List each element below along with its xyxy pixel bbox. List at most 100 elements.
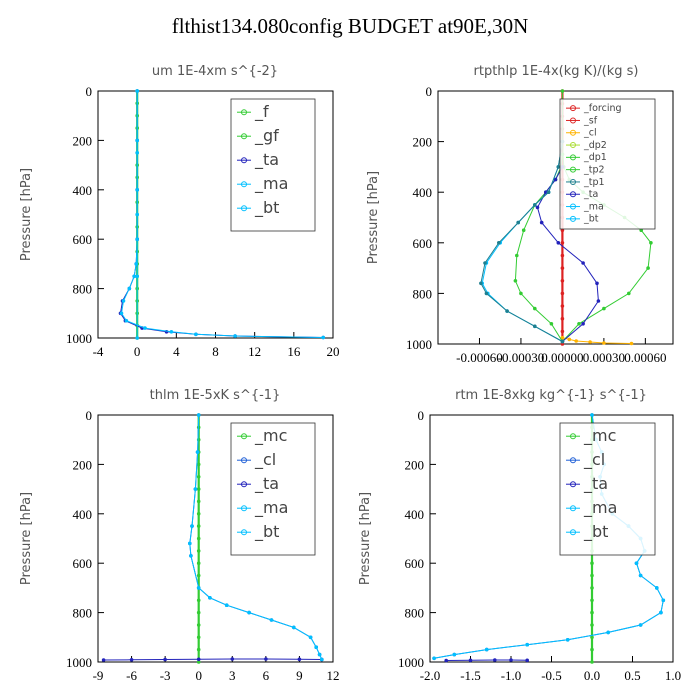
data-point-ma [119,311,124,316]
data-point-tp1 [546,190,551,194]
data-point-tp2 [521,228,526,232]
legend-box [230,98,316,232]
data-point-mc [196,524,201,528]
legend-label: _ta [254,474,279,494]
data-point-ma [143,326,147,330]
legend-label: _tp1 [583,177,605,188]
data-point-ma [292,625,296,630]
data-point-ma [132,274,136,279]
x-tick-label: 0.00030 [583,350,625,365]
x-tick-label: 0 [134,344,141,359]
data-point-cl [560,335,565,340]
data-point-tp1 [556,165,561,169]
panel-1: um 1E-4xm s^{-2}Pressure [hPa]0200400600… [19,64,340,359]
data-point-forcing [560,316,565,321]
data-point-tp1 [479,281,483,286]
legend-label: _bt [254,198,279,218]
x-tick-label: -1.5 [460,668,481,683]
legend-symbol [570,505,576,512]
data-point-tp1 [533,324,537,329]
x-tick-label: 12 [248,344,261,359]
data-point-mc [196,623,201,627]
data-point-ma [321,335,326,340]
data-point-bt [135,89,139,93]
y-tick-label: 0 [418,408,425,423]
data-point-forcing [560,342,565,346]
plot-frame [97,414,334,663]
data-point-ta [595,281,599,286]
y-tick-label: 0 [426,84,433,99]
data-point-ma [659,610,663,615]
data-point-ma [196,413,201,417]
legend-label: _bt [254,522,279,542]
x-tick-label: 3 [229,668,236,683]
data-point-ta [556,241,561,245]
data-point-ma [195,450,200,454]
y-tick-label: 200 [73,133,93,148]
x-tick-label: 0.00060 [624,350,666,365]
data-point-mc [196,512,201,516]
series-line-ma [481,141,563,342]
x-tick-label: -3 [160,668,171,683]
data-point-dp1 [577,322,581,326]
data-point-cl [602,341,606,345]
x-tick-label: 0 [195,668,202,683]
legend-symbol [570,117,576,124]
data-point-ma [565,638,570,642]
data-point-mc [590,635,594,640]
legend-label: _ma [583,201,604,212]
data-point-ma [233,334,237,338]
legend-label: _ta [583,474,608,494]
data-point-ma [317,652,322,657]
data-point-ma [127,286,132,291]
data-point-ma [314,645,319,649]
data-point-ma [208,596,212,600]
x-tick-label: 8 [212,344,219,359]
legend-label: _mc [254,426,287,446]
y-tick-label: 800 [413,286,433,301]
legend-label: _f [254,102,269,122]
legend-label: _cl [583,450,605,470]
data-point-mc [196,475,201,479]
legend-label: _cl [254,450,276,470]
y-tick-label: 1000 [398,655,424,670]
data-point-mc [196,561,201,565]
data-point-tp2 [549,322,554,326]
x-tick-label: -2.0 [420,668,441,683]
data-point-ta [297,657,302,662]
data-point-mc [196,536,201,541]
data-point-ma [590,413,594,417]
data-point-ma [247,610,251,615]
data-point-ma [190,524,194,528]
data-point-ta [101,658,106,662]
legend-symbol [241,481,247,488]
legend-symbol [570,481,576,488]
y-tick-label: 200 [73,457,93,472]
data-point-ta [525,658,529,663]
data-point-ma [661,598,666,603]
data-point-ta [509,658,513,662]
data-point-ta [581,261,585,265]
data-point-ma [606,630,610,635]
data-point-ma [188,541,192,546]
data-point-ma [269,618,274,622]
data-point-tp1 [484,291,489,296]
data-point-forcing [560,304,565,308]
y-tick-label: 600 [413,236,433,251]
legend-symbol [570,203,576,210]
data-point-ta [444,658,449,663]
data-point-ma [124,318,129,323]
data-point-cl [588,340,592,344]
y-tick-label: 600 [73,232,93,247]
data-point-bt [135,274,139,279]
legend-label: _bt [583,214,599,225]
legend-label: _ta [254,150,279,170]
x-tick-label: 1.0 [665,668,681,683]
y-tick-label: 1000 [66,655,92,670]
data-point-ma [308,635,313,640]
data-point-mc [590,586,594,590]
x-tick-label: 16 [287,344,301,359]
panel-title: rtm 1E-8xkg kg^{-1} s^{-1} [455,388,647,403]
data-point-ma [638,573,643,578]
data-point-ta [493,658,497,662]
